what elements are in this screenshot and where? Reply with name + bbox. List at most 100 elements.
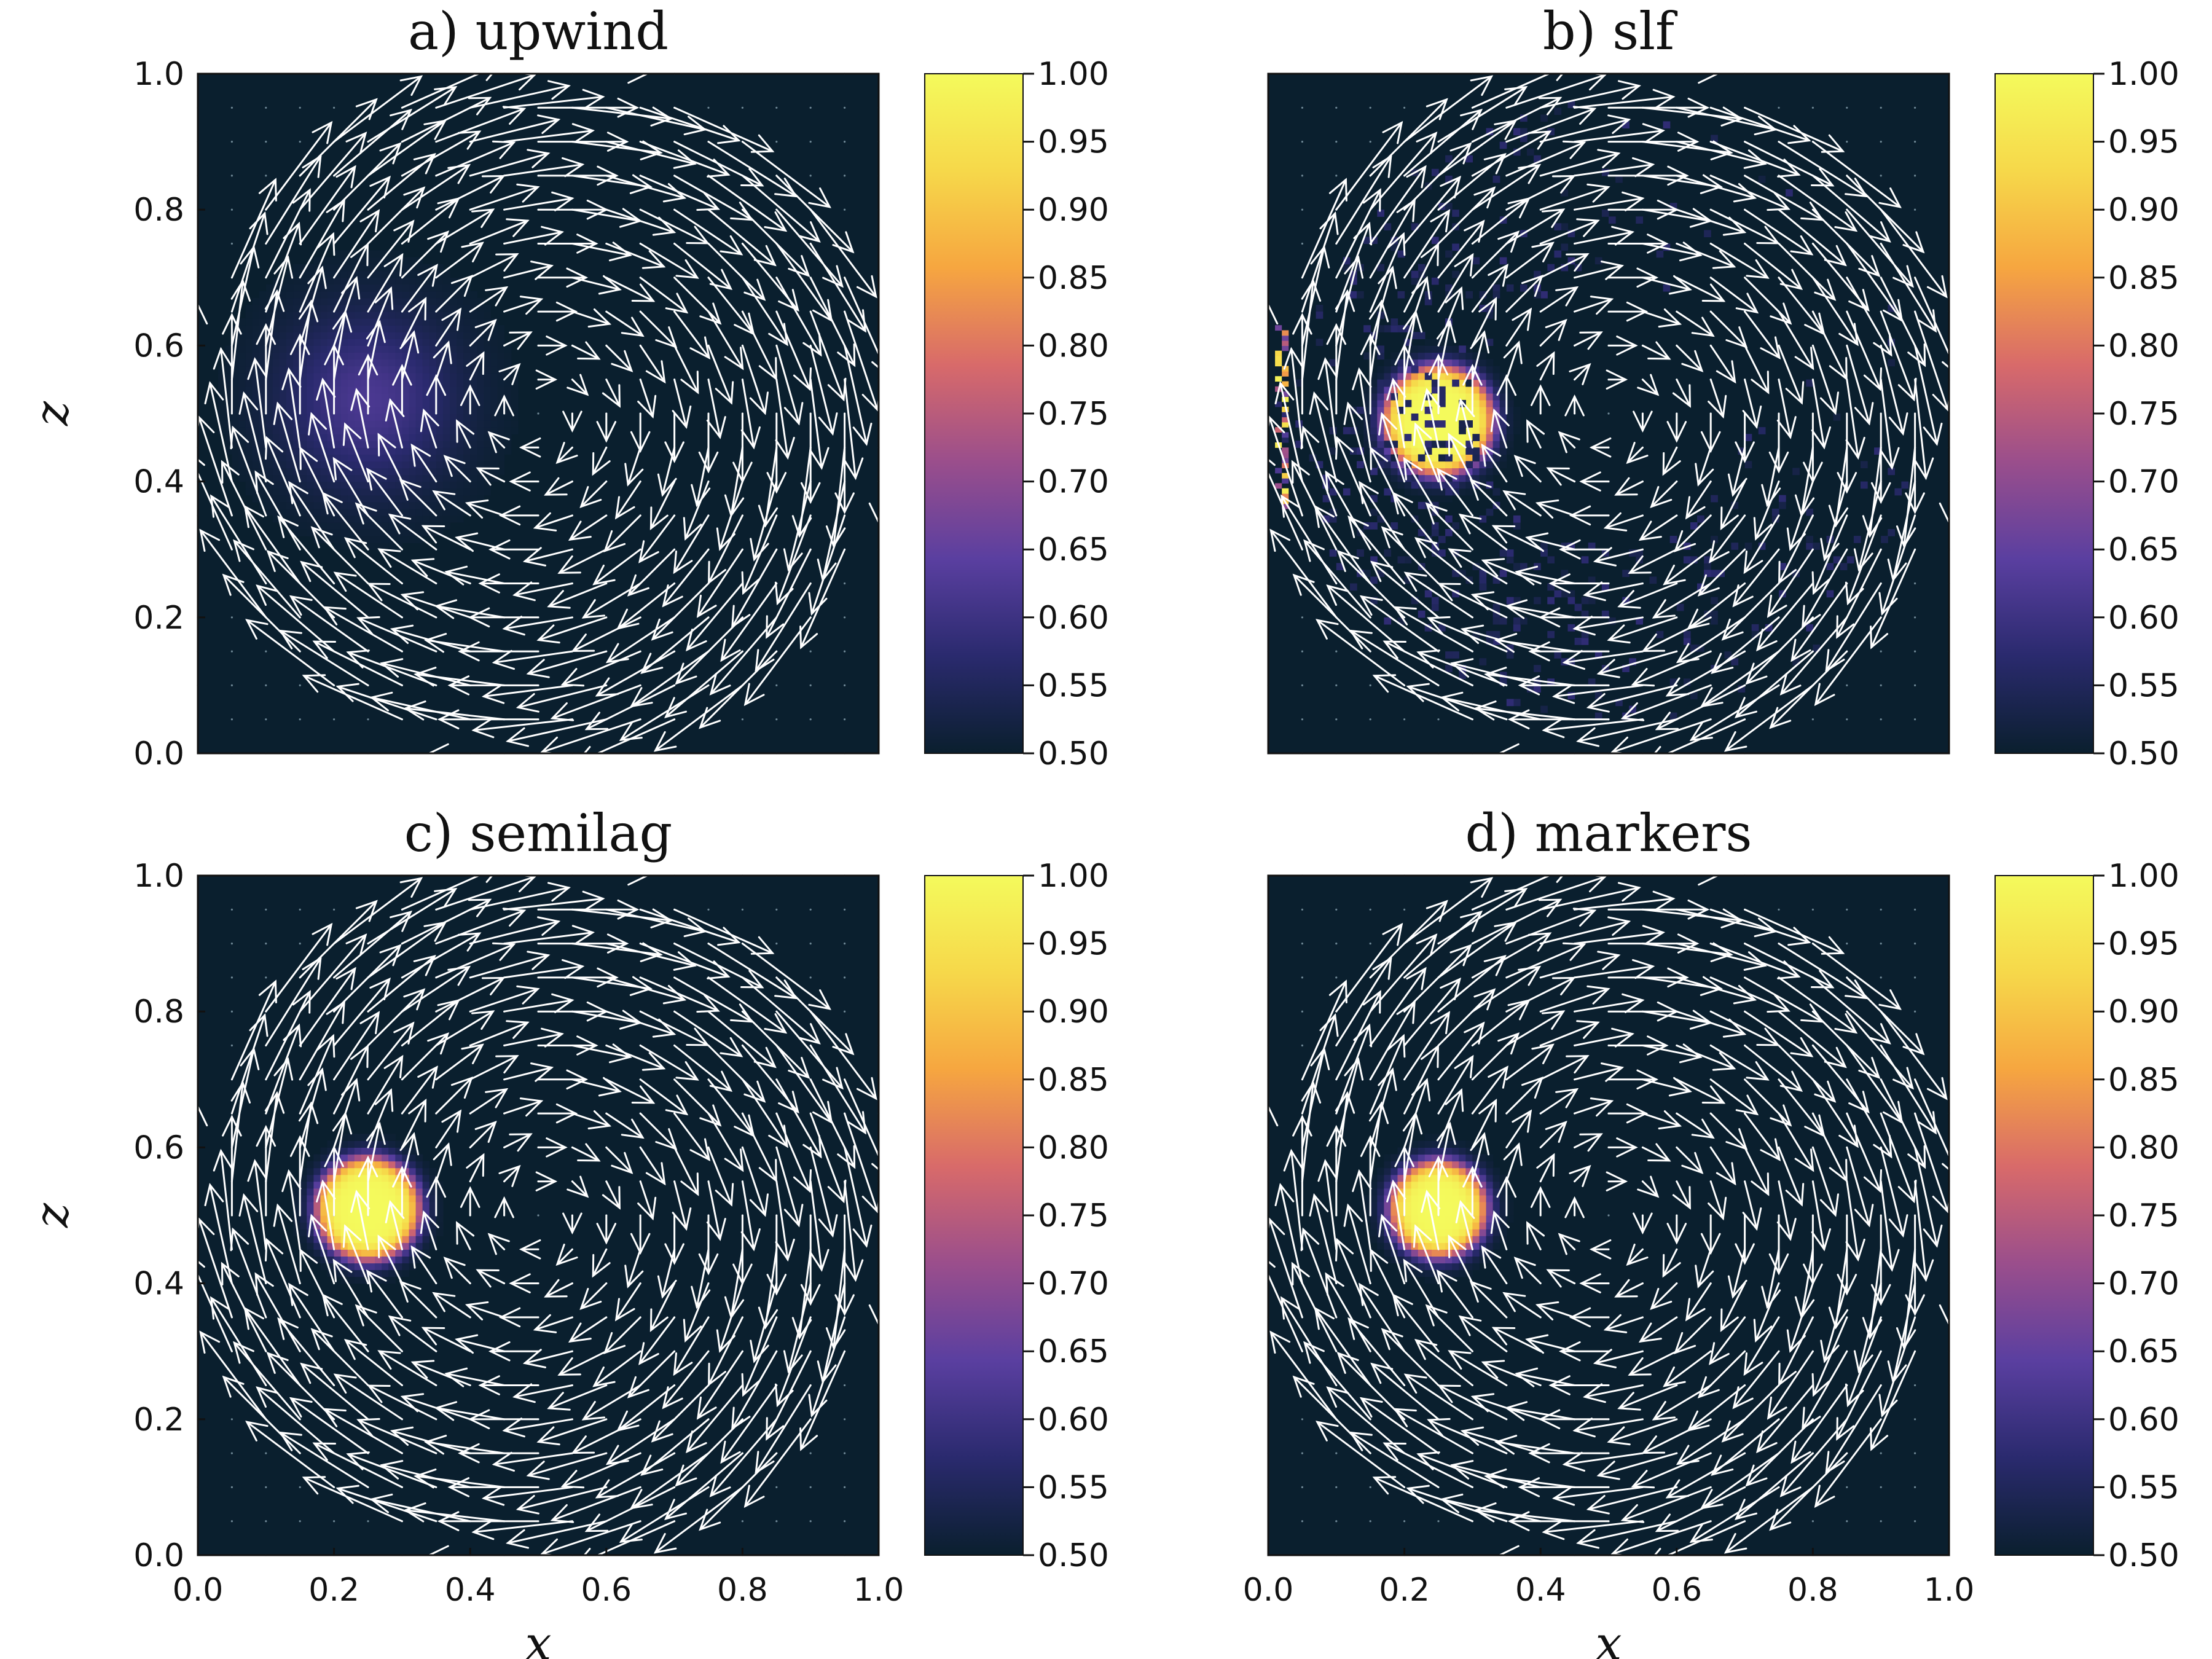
noise-cell — [1479, 583, 1487, 591]
heatmap-cell — [490, 339, 498, 346]
noise-cell — [1609, 216, 1616, 224]
grid-dot — [1880, 106, 1882, 109]
colorbar-tick-label: 0.60 — [1038, 600, 1109, 637]
velocity-arrow — [741, 141, 831, 208]
velocity-arrow-head — [740, 168, 764, 187]
colorbar — [1994, 73, 2094, 754]
velocity-arrow-head — [675, 662, 697, 685]
heatmap-cell — [429, 305, 437, 312]
grid-dot — [741, 106, 743, 109]
heatmap-cell — [307, 461, 314, 469]
heatmap-cell — [497, 427, 505, 434]
noise-cell — [1567, 624, 1575, 632]
velocity-arrow-head — [390, 108, 413, 130]
velocity-arrow — [367, 321, 381, 381]
noise-cell — [1527, 148, 1534, 156]
velocity-arrow — [524, 548, 573, 562]
heatmap-cell — [436, 332, 444, 339]
heatmap-cell — [313, 352, 321, 360]
heatmap-cell — [477, 495, 484, 503]
heatmap-cell — [245, 339, 253, 346]
noise-cell — [1656, 630, 1664, 638]
heatmap-cell — [477, 312, 484, 319]
noise-cell — [1418, 332, 1426, 339]
noise-cell — [1343, 427, 1351, 434]
noise-cell — [1316, 312, 1324, 319]
heatmap-cell — [286, 515, 294, 523]
heatmap-cell — [422, 372, 430, 380]
heatmap-cell — [436, 454, 444, 462]
heatmap-cell — [395, 468, 402, 476]
colorbar-tick-label: 0.85 — [2108, 260, 2179, 297]
velocity-arrow-head — [562, 410, 582, 433]
colorbar-tick-label: 0.95 — [2108, 124, 2179, 161]
heatmap-cell — [442, 393, 450, 401]
heatmap-cell — [422, 529, 430, 536]
heatmap-cell — [307, 447, 314, 455]
noise-cell — [1758, 427, 1766, 434]
heatmap-cell — [265, 399, 273, 407]
heatmap-cell — [259, 441, 267, 448]
grid-dot — [1301, 650, 1303, 653]
heatmap-cell — [286, 501, 294, 509]
heatmap-cell — [327, 366, 335, 374]
heatmap-cell — [477, 454, 484, 462]
velocity-arrow — [399, 479, 437, 517]
heatmap-cell — [429, 488, 437, 496]
heatmap-cell — [1418, 379, 1426, 387]
colorbar-tick-label: 0.85 — [1038, 260, 1109, 297]
heatmap-cell — [490, 474, 498, 482]
heatmap-cell — [307, 1242, 314, 1250]
boundary-artifact-cell — [1282, 488, 1289, 494]
heatmap-cell — [252, 305, 260, 312]
heatmap-cell — [463, 332, 471, 339]
heatmap-cell — [409, 339, 417, 346]
velocity-arrow — [299, 447, 335, 517]
heatmap-cell — [1445, 427, 1453, 434]
heatmap-cell — [280, 468, 287, 476]
heatmap-cell — [490, 468, 498, 476]
velocity-arrow — [367, 220, 414, 279]
velocity-arrow — [367, 582, 437, 619]
heatmap-cell — [361, 277, 369, 285]
heatmap-cell — [347, 305, 355, 312]
heatmap-cell — [286, 386, 294, 394]
noise-cell — [1370, 508, 1378, 516]
heatmap-cell — [375, 359, 382, 367]
heatmap-cell — [477, 393, 484, 401]
heatmap-cell — [265, 454, 273, 462]
velocity-arrow-head — [550, 702, 575, 721]
heatmap-cell — [1499, 447, 1507, 455]
heatmap-cell — [300, 372, 307, 380]
heatmap-cell — [395, 264, 402, 272]
velocity-arrow-head — [576, 233, 598, 254]
heatmap-cell — [463, 495, 471, 503]
velocity-arrow-head — [233, 539, 254, 562]
noise-cell — [1813, 543, 1821, 550]
velocity-arrow-head — [724, 347, 744, 371]
heatmap-cell — [388, 339, 396, 346]
velocity-arrow — [222, 574, 301, 653]
heatmap-cell — [497, 339, 505, 346]
velocity-arrow — [571, 344, 600, 360]
velocity-arrow-head — [596, 421, 617, 443]
grid-dot — [1880, 650, 1882, 653]
heatmap-cell — [232, 393, 240, 401]
heatmap-cell — [300, 468, 307, 476]
heatmap-cell — [436, 284, 444, 292]
heatmap-cell — [375, 529, 382, 536]
heatmap-cell — [361, 536, 369, 543]
heatmap-cell — [286, 277, 294, 285]
heatmap-cell — [225, 372, 232, 380]
heatmap-cell — [388, 277, 396, 285]
noise-cell — [1636, 216, 1643, 224]
heatmap-cell — [252, 332, 260, 339]
velocity-arrow-head — [544, 477, 568, 496]
velocity-arrow-head — [299, 446, 318, 470]
heatmap-cell — [477, 339, 484, 346]
heatmap-cell — [436, 386, 444, 394]
boundary-artifact-cell — [1282, 437, 1289, 443]
noise-cell — [1343, 488, 1351, 496]
heatmap-cell — [347, 508, 355, 516]
heatmap-cell — [395, 1256, 402, 1264]
